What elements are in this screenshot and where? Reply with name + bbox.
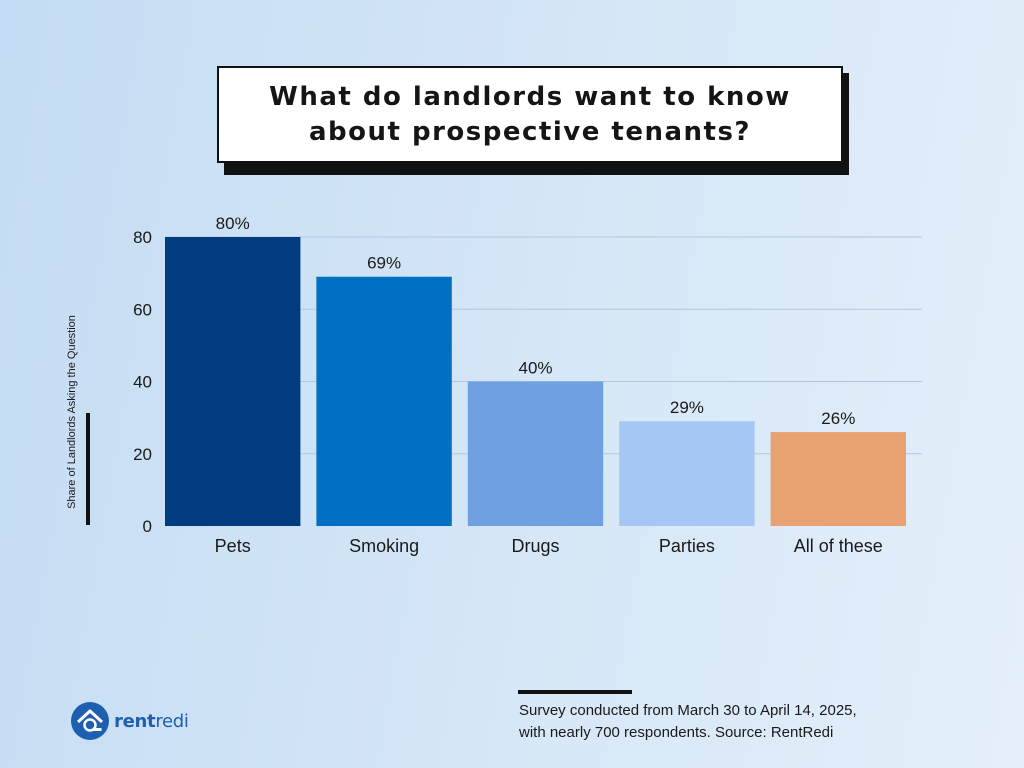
data-label: 69% xyxy=(367,254,401,273)
y-tick-label: 80 xyxy=(133,228,152,247)
logo-wordmark-light: redi xyxy=(155,710,189,732)
data-label: 40% xyxy=(518,359,552,378)
rentredi-logo: rentredi xyxy=(70,701,189,741)
bar-smoking xyxy=(316,276,452,526)
chart-title: What do landlords want to know about pro… xyxy=(250,80,810,150)
y-tick-label: 0 xyxy=(143,517,152,536)
bar-all-of-these xyxy=(770,432,906,526)
y-tick-label: 20 xyxy=(133,445,152,464)
source-line-1: Survey conducted from March 30 to April … xyxy=(519,702,857,719)
source-line-2: with nearly 700 respondents. Source: Ren… xyxy=(519,724,834,741)
bar-pets xyxy=(165,237,301,526)
y-axis-label-accent xyxy=(86,413,90,525)
bar-drugs xyxy=(467,381,604,526)
source-note: Survey conducted from March 30 to April … xyxy=(519,700,939,744)
source-rule xyxy=(518,690,632,694)
house-key-logo-icon xyxy=(71,702,109,740)
data-label: 80% xyxy=(216,214,250,233)
x-tick-label: Parties xyxy=(659,536,715,556)
title-line-2: about prospective tenants? xyxy=(308,116,752,147)
y-tick-label: 60 xyxy=(133,300,152,319)
x-tick-label: Pets xyxy=(215,536,251,556)
y-tick-label: 40 xyxy=(133,373,152,392)
data-label: 26% xyxy=(821,409,855,428)
x-tick-label: All of these xyxy=(794,536,883,556)
logo-wordmark: rentredi xyxy=(114,711,189,732)
title-box: What do landlords want to know about pro… xyxy=(217,66,843,163)
x-tick-label: Smoking xyxy=(349,536,419,556)
x-tick-label: Drugs xyxy=(511,536,559,556)
title-line-1: What do landlords want to know xyxy=(269,81,791,112)
data-label: 29% xyxy=(670,398,704,417)
logo-wordmark-bold: rent xyxy=(114,710,156,732)
bar-parties xyxy=(619,421,755,526)
y-axis-label: Share of Landlords Asking the Question xyxy=(66,315,78,509)
